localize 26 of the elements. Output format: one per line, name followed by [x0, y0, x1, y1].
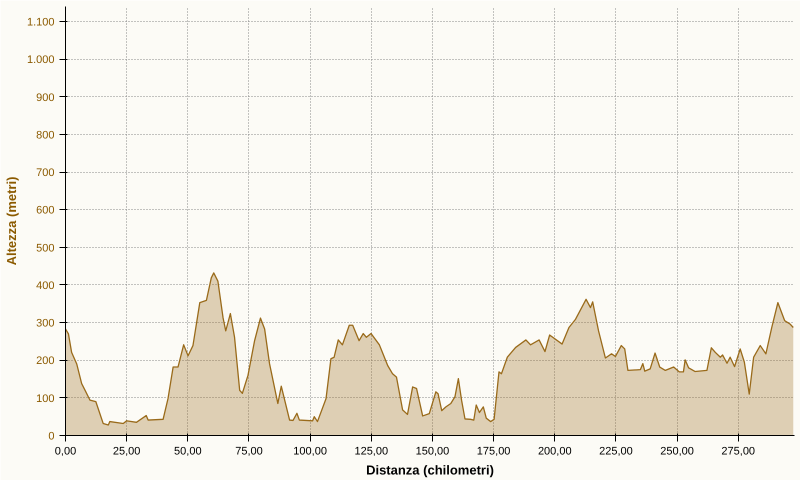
y-tick-label: 1.000 — [26, 54, 55, 66]
x-axis-title: Distanza (chilometri) — [366, 462, 494, 478]
y-tick-label: 600 — [36, 204, 55, 217]
x-tick-label: 100,00 — [293, 446, 327, 458]
x-tick-label: 50,00 — [174, 446, 202, 458]
x-tick-label: 150,00 — [416, 446, 450, 458]
y-tick-label: 900 — [36, 92, 55, 104]
y-tick-label: 500 — [36, 242, 55, 254]
x-tick-label: 25,00 — [112, 446, 140, 458]
x-tick-label: 250,00 — [660, 446, 694, 458]
x-tick-label: 225,00 — [599, 446, 633, 458]
y-tick-label: 200 — [36, 355, 55, 368]
x-tick-label: 0,00 — [54, 446, 76, 458]
x-tick-label: 175,00 — [476, 446, 510, 458]
x-tick-label: 200,00 — [538, 446, 572, 458]
y-axis-title: Altezza (metri) — [4, 176, 19, 266]
x-tick-label: 75,00 — [235, 446, 263, 458]
y-tick-label: 0 — [48, 430, 55, 442]
y-tick-label: 400 — [36, 280, 55, 292]
y-tick-label: 300 — [36, 318, 55, 330]
y-tick-label: 800 — [36, 129, 55, 142]
x-tick-label: 275,00 — [721, 446, 756, 458]
x-tick-label: 125,00 — [354, 446, 388, 458]
y-tick-label: 1.100 — [26, 16, 55, 29]
y-tick-label: 100 — [36, 392, 55, 405]
y-tick-label: 700 — [36, 167, 55, 180]
